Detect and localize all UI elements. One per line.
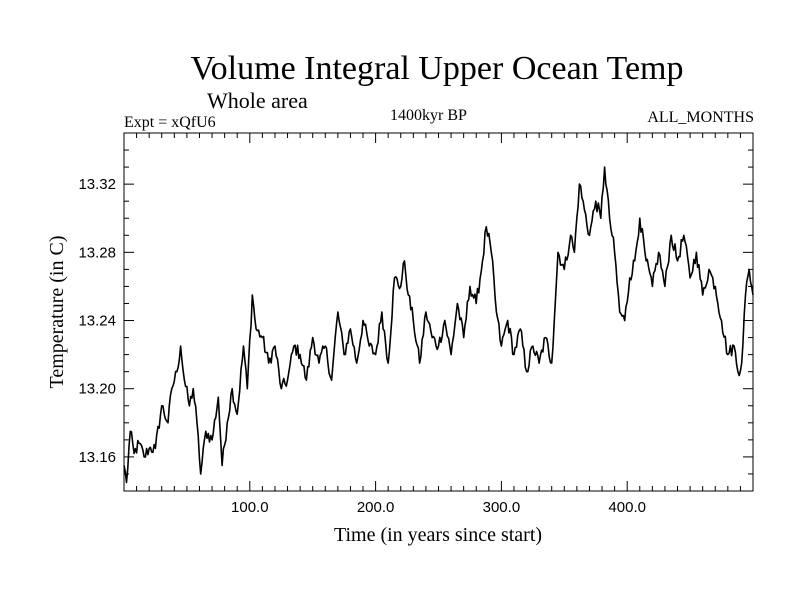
experiment-label: Expt = xQfU6 [124, 114, 216, 131]
y-tick-label: 13.32 [78, 176, 116, 193]
x-tick-label: 300.0 [483, 499, 521, 516]
y-tick-label: 13.20 [78, 381, 116, 398]
period-label: 1400kyr BP [390, 107, 467, 124]
x-tick-label: 200.0 [357, 499, 395, 516]
series-line [123, 166, 754, 484]
x-tick-label: 400.0 [608, 499, 646, 516]
y-axis-label: Temperature (in C) [46, 236, 68, 389]
x-axis-label: Time (in years since start) [334, 524, 542, 546]
chart-title: Volume Integral Upper Ocean Temp [190, 50, 684, 87]
x-tick-label: 100.0 [231, 499, 269, 516]
plot-frame [123, 132, 754, 492]
axis-ticks [124, 132, 753, 492]
y-tick-label: 13.28 [78, 244, 116, 261]
chart-subtitle: Whole area [207, 88, 308, 113]
months-label: ALL_MONTHS [647, 109, 754, 126]
y-tick-label: 13.16 [78, 449, 116, 466]
y-tick-label: 13.24 [78, 313, 116, 330]
axis-tick-labels: 100.0 200.0 300.0 400.0 13.16 13.20 13.24 13.28… [78, 176, 646, 516]
